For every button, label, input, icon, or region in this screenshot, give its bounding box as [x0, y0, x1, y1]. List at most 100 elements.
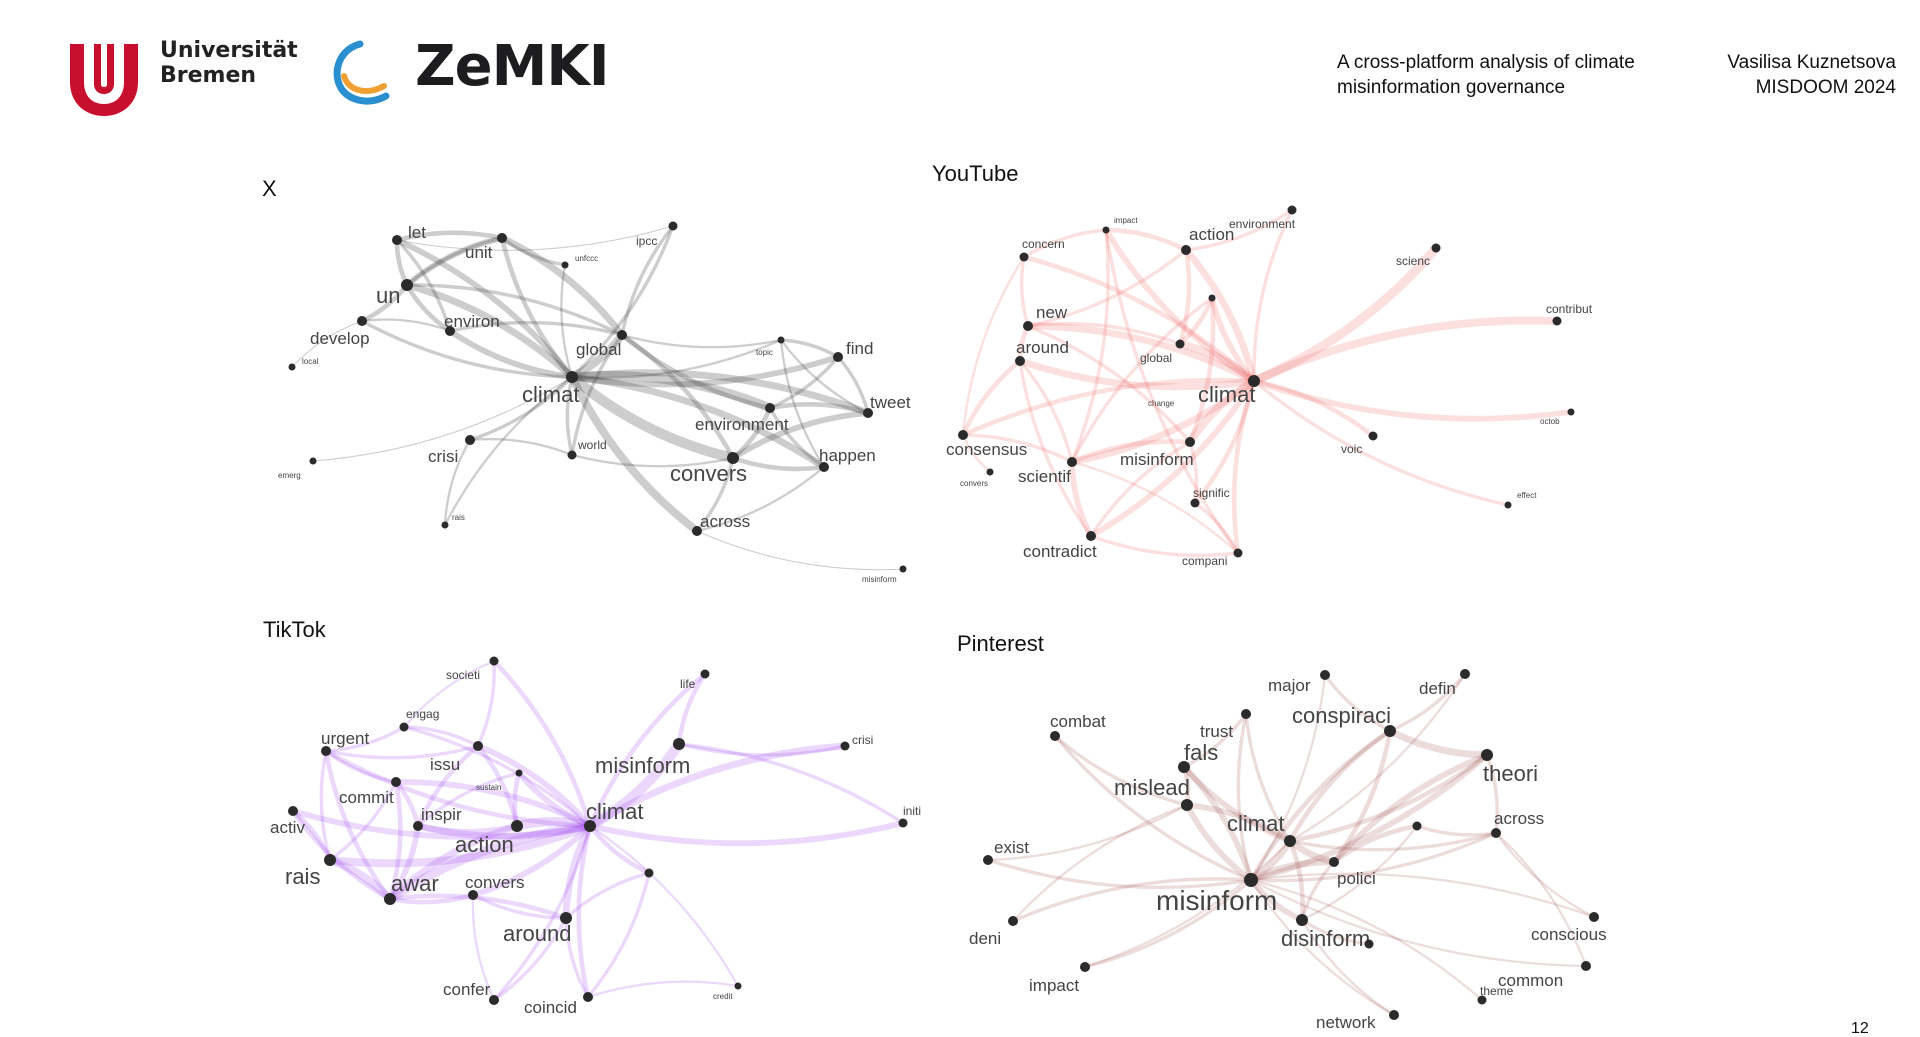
node-emerg: [309, 457, 317, 465]
edge-climat-effect: [1252, 379, 1510, 507]
node-label-credit: credit: [713, 992, 733, 1001]
node-urgent: [321, 746, 331, 756]
node-disinform: [1296, 914, 1308, 926]
edge-climat-theori: [1287, 752, 1490, 844]
node-around: [560, 912, 572, 924]
node-label-topic: topic: [756, 348, 773, 357]
edge-disinform-hub2: [1300, 918, 1371, 946]
node-label-impact: impact: [1029, 976, 1079, 995]
edge-action-issu: [475, 743, 520, 829]
node-change: [1208, 294, 1216, 302]
node-label-common: common: [1498, 971, 1563, 990]
node-label-effect: effect: [1517, 491, 1537, 500]
edge-action-global: [1177, 247, 1192, 347]
node-signific: [1190, 498, 1200, 508]
edge-mislead-combat: [1053, 734, 1189, 807]
edge-sustain-inspir: [416, 771, 521, 828]
edge-global-environment: [619, 332, 773, 411]
edge-crisi-rais: [443, 438, 472, 527]
node-theme: [1477, 995, 1487, 1005]
edge-global-convers: [619, 332, 736, 461]
node-label-trust: trust: [1200, 722, 1233, 741]
edge-inspir-issu: [415, 743, 481, 829]
edge-climat-urgent: [323, 748, 593, 829]
edge-climat-issu: [475, 743, 593, 829]
node-label-fals: fals: [1184, 740, 1218, 765]
node-label-engag: engag: [406, 707, 439, 721]
edge-climat-global: [568, 331, 626, 381]
edge-exist-mislead: [986, 803, 1189, 862]
x-network-title: X: [262, 176, 277, 201]
node-label-theme: theme: [1480, 984, 1514, 998]
node-voic: [1368, 431, 1378, 441]
node-label-tweet: tweet: [870, 393, 911, 412]
youtube-edges: [960, 208, 1574, 558]
node-defin: [1460, 669, 1470, 679]
zemki-logo-icon: [333, 40, 390, 105]
node-label-global: global: [1140, 351, 1172, 365]
node-climat: [566, 371, 578, 383]
node-label-mislead: mislead: [1114, 775, 1190, 800]
node-label-polici: polici: [1337, 869, 1376, 888]
node-scientif: [1067, 457, 1077, 467]
edge-awar-convers: [387, 892, 476, 905]
edge-environment-find: [768, 355, 840, 410]
edge-concern-impact: [1022, 228, 1108, 259]
node-topic: [777, 336, 785, 344]
edge-climat-inspir: [414, 822, 594, 840]
edge-across-common: [1494, 831, 1588, 968]
edge-change-scientif: [1070, 296, 1214, 464]
edge-climat-ipcc: [570, 224, 675, 379]
tiktok-network-title: TikTok: [263, 617, 327, 642]
edge-misinform-common: [1249, 878, 1588, 968]
node-climat: [1284, 835, 1296, 847]
edge-climat-environment: [1252, 208, 1294, 383]
node-label-voic: voic: [1341, 442, 1362, 456]
node-happen: [819, 462, 829, 472]
edge-climat-world: [565, 375, 574, 457]
node-climat: [1248, 375, 1260, 387]
node-label-crisi: crisi: [852, 733, 873, 747]
edge-happen-topic: [779, 338, 826, 469]
node-label-major: major: [1268, 676, 1311, 695]
node-label-across: across: [1494, 809, 1544, 828]
node-label-sustain: sustain: [476, 783, 501, 792]
edge-confer-convers: [471, 893, 496, 1002]
node-label-consensus: consensus: [946, 440, 1027, 459]
node-label-disinform: disinform: [1281, 926, 1370, 951]
node-engag: [399, 722, 409, 732]
node-label-climat: climat: [1198, 382, 1255, 407]
node-label-emerg: emerg: [278, 471, 301, 480]
edge-misinform-theme: [1249, 878, 1484, 1002]
edge-misinform-major: [1249, 673, 1327, 882]
edge-let-unit: [394, 230, 505, 243]
node-label-deni: deni: [969, 929, 1001, 948]
edge-climat-environment: [567, 370, 775, 413]
node-credit: [734, 982, 742, 990]
edge-unit-unfccc: [500, 236, 567, 267]
edge-issu-urgent: [324, 744, 480, 760]
edge-climat-convers: [566, 371, 739, 464]
node-label-commit: commit: [339, 788, 394, 807]
edge-convers-across: [695, 456, 735, 533]
node-conscious: [1589, 912, 1599, 922]
pinterest-network: Pinterest major defin combat trust conspiraci…: [957, 631, 1607, 1032]
x-nodes: let unit ipcc unfccc un develop environ local gl…: [278, 221, 911, 584]
edge-environ-global: [448, 320, 624, 337]
edge-change-misinform: [1187, 295, 1216, 445]
edge-climat-contradict: [1088, 378, 1257, 539]
node-let: [392, 235, 402, 245]
edge-climat-misinform: [1186, 377, 1258, 446]
edge-climat-misinform: [584, 738, 685, 832]
node-label-un: un: [376, 283, 400, 308]
edge-climat-mislead: [1184, 802, 1293, 844]
node-label-awar: awar: [391, 871, 439, 896]
edge-climat-global: [1176, 340, 1258, 385]
node-new: [1023, 321, 1033, 331]
university-line2: Bremen: [160, 63, 257, 88]
edge-climat-unfccc: [560, 263, 574, 379]
node-impact: [1080, 962, 1090, 972]
edge-climat-credit: [588, 824, 740, 988]
edge-disinform-polici: [1300, 860, 1336, 922]
edge-climat-across: [1288, 831, 1498, 852]
